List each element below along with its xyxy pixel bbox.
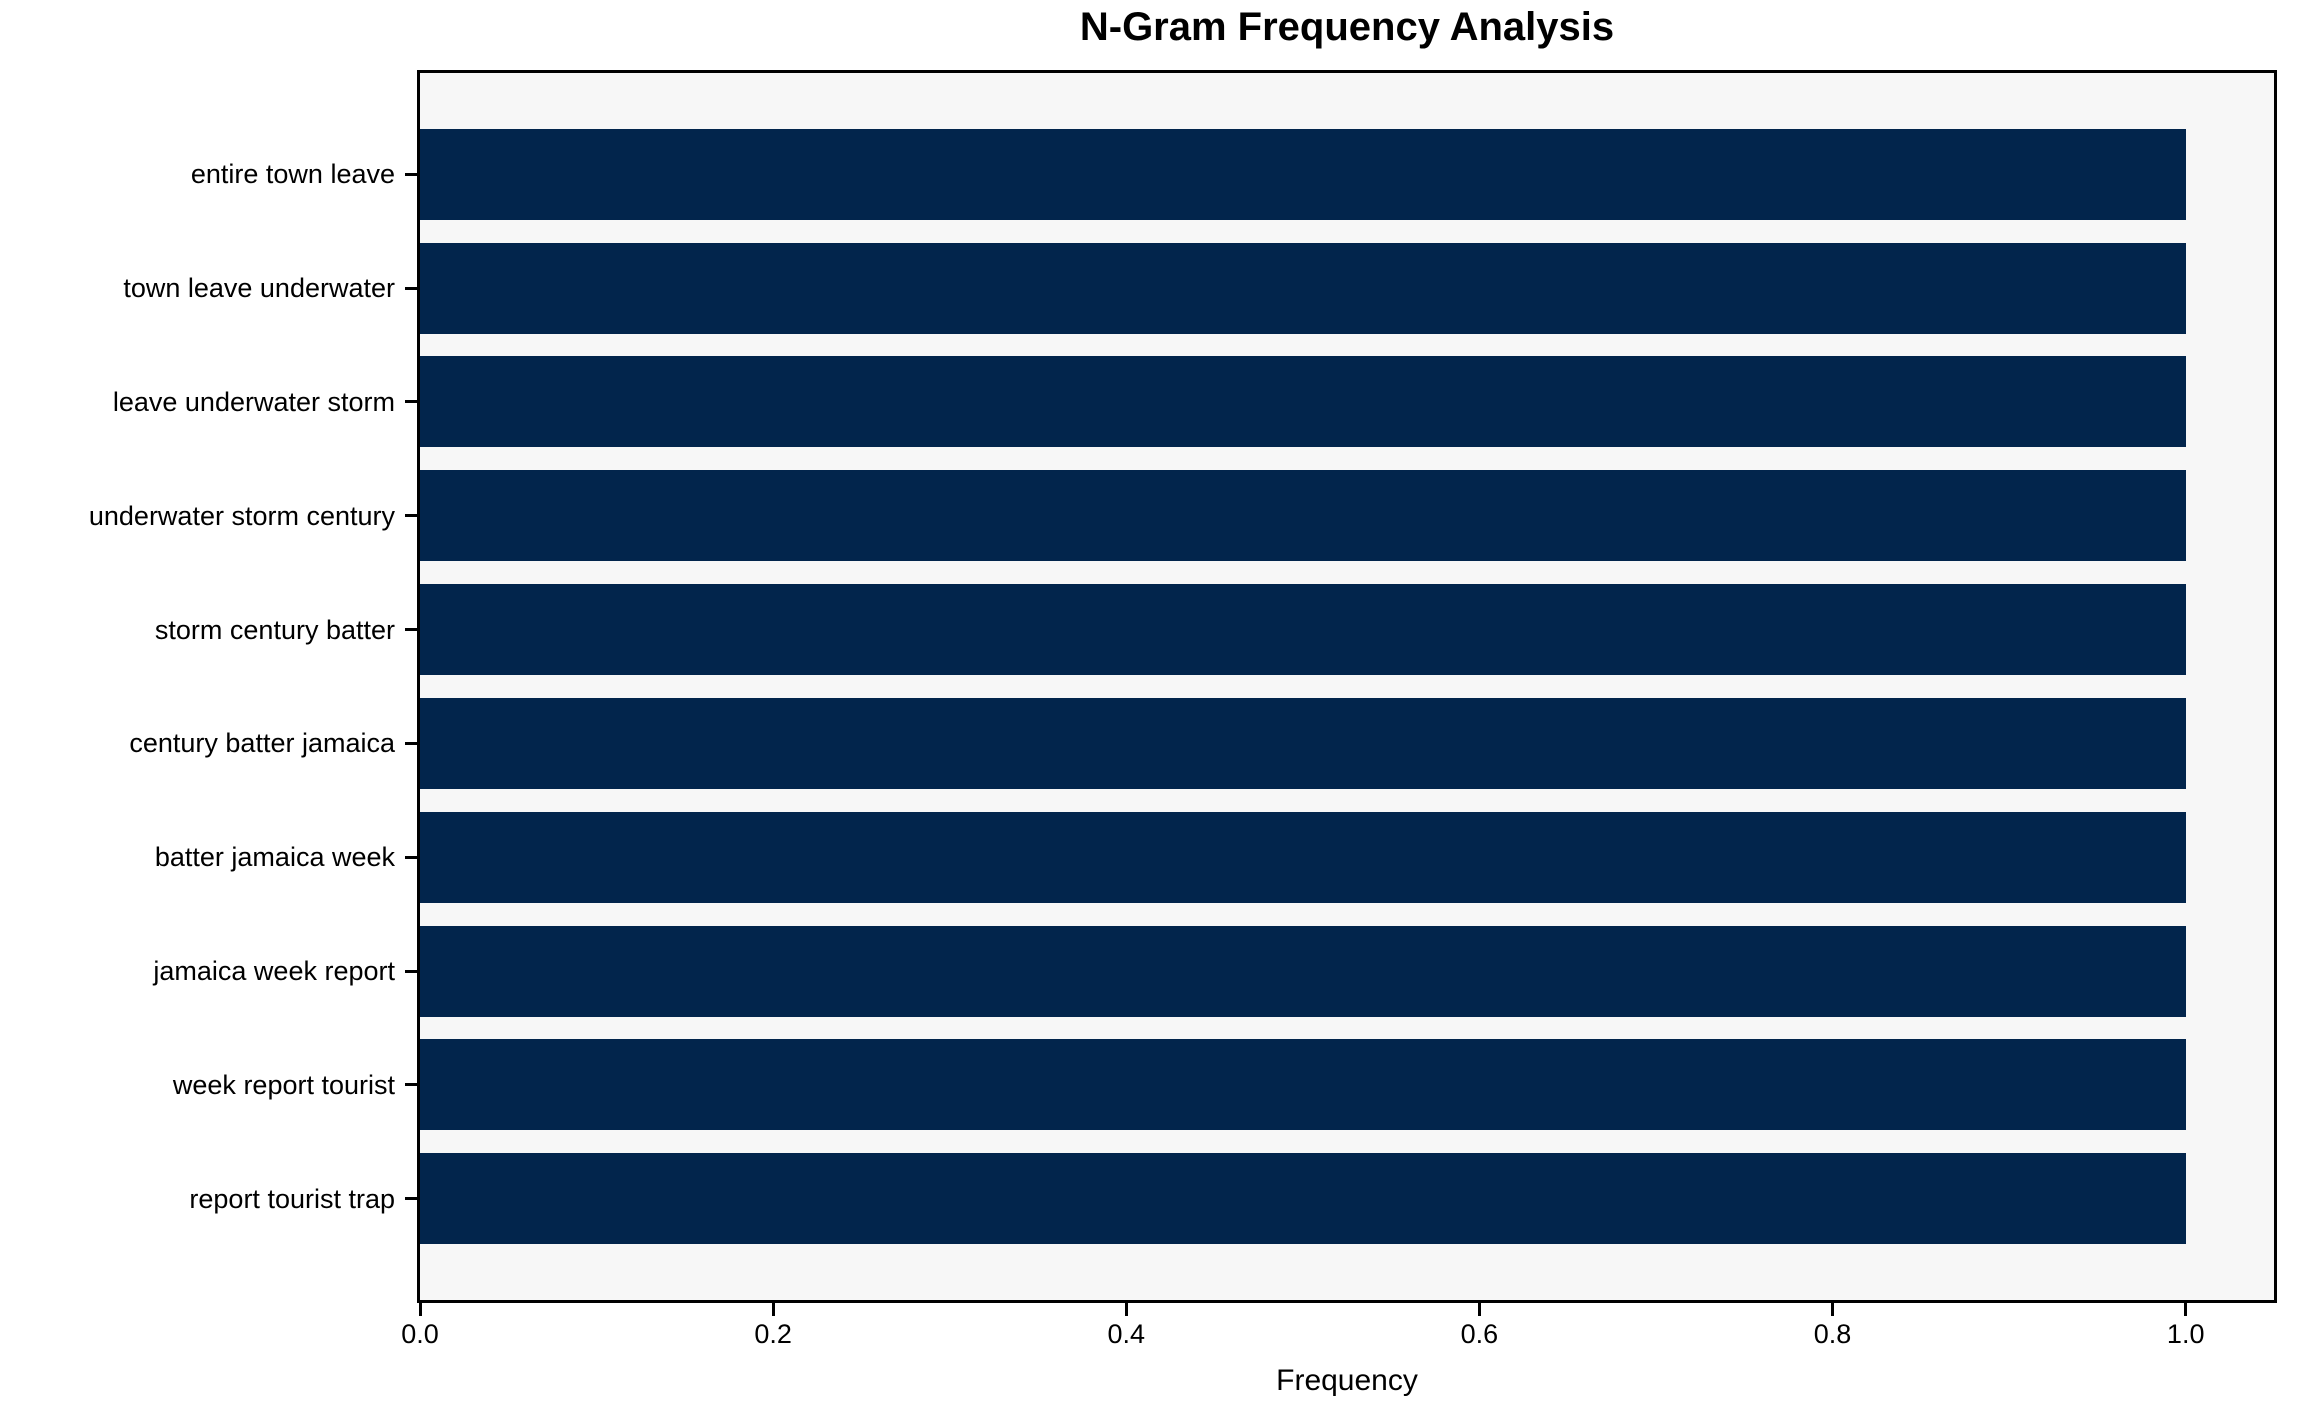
bar [420, 128, 2186, 220]
y-tick-label: storm century batter [154, 614, 395, 645]
plot-area [417, 70, 2277, 1303]
y-tick-label: leave underwater storm [112, 386, 395, 417]
x-tick-label: 0.8 [1813, 1319, 1852, 1349]
y-tick-mark [405, 628, 417, 632]
bar [420, 470, 2186, 562]
y-tick-mark [405, 172, 417, 176]
x-tick-label: 0.0 [401, 1319, 439, 1349]
y-tick-label: batter jamaica week [154, 842, 395, 873]
bar [420, 584, 2186, 676]
bar [420, 1153, 2186, 1245]
y-tick-label: underwater storm century [88, 500, 395, 531]
y-tick-mark [405, 969, 417, 973]
bar [420, 242, 2186, 334]
y-tick-label: town leave underwater [123, 273, 395, 304]
bar [420, 1039, 2186, 1131]
y-tick-mark [405, 741, 417, 745]
y-tick-mark [405, 1083, 417, 1087]
y-tick-mark [405, 514, 417, 518]
x-tick-label: 1.0 [2166, 1319, 2205, 1349]
x-tick-label: 0.4 [1107, 1319, 1146, 1349]
x-tick-mark [418, 1303, 422, 1316]
x-tick-mark [771, 1303, 775, 1316]
bar [420, 925, 2186, 1017]
x-tick-mark [1124, 1303, 1128, 1316]
y-tick-label: report tourist trap [189, 1183, 395, 1214]
x-tick-mark [1831, 1303, 1835, 1316]
y-tick-mark [405, 400, 417, 404]
y-tick-mark [405, 286, 417, 290]
x-tick-mark [2184, 1303, 2188, 1316]
x-tick-mark [1477, 1303, 1481, 1316]
y-tick-label: entire town leave [190, 159, 395, 190]
x-tick-label: 0.6 [1460, 1319, 1499, 1349]
y-tick-label: jamaica week report [153, 956, 395, 987]
y-tick-label: century batter jamaica [129, 728, 395, 759]
chart-title: N-Gram Frequency Analysis [1079, 5, 1615, 49]
bar [420, 697, 2186, 789]
bar [420, 356, 2186, 448]
y-tick-label: week report tourist [172, 1069, 395, 1100]
y-tick-mark [405, 1197, 417, 1201]
bar [420, 811, 2186, 903]
y-tick-mark [405, 855, 417, 859]
x-axis-title: Frequency [1276, 1364, 1418, 1397]
x-tick-label: 0.2 [754, 1319, 792, 1349]
